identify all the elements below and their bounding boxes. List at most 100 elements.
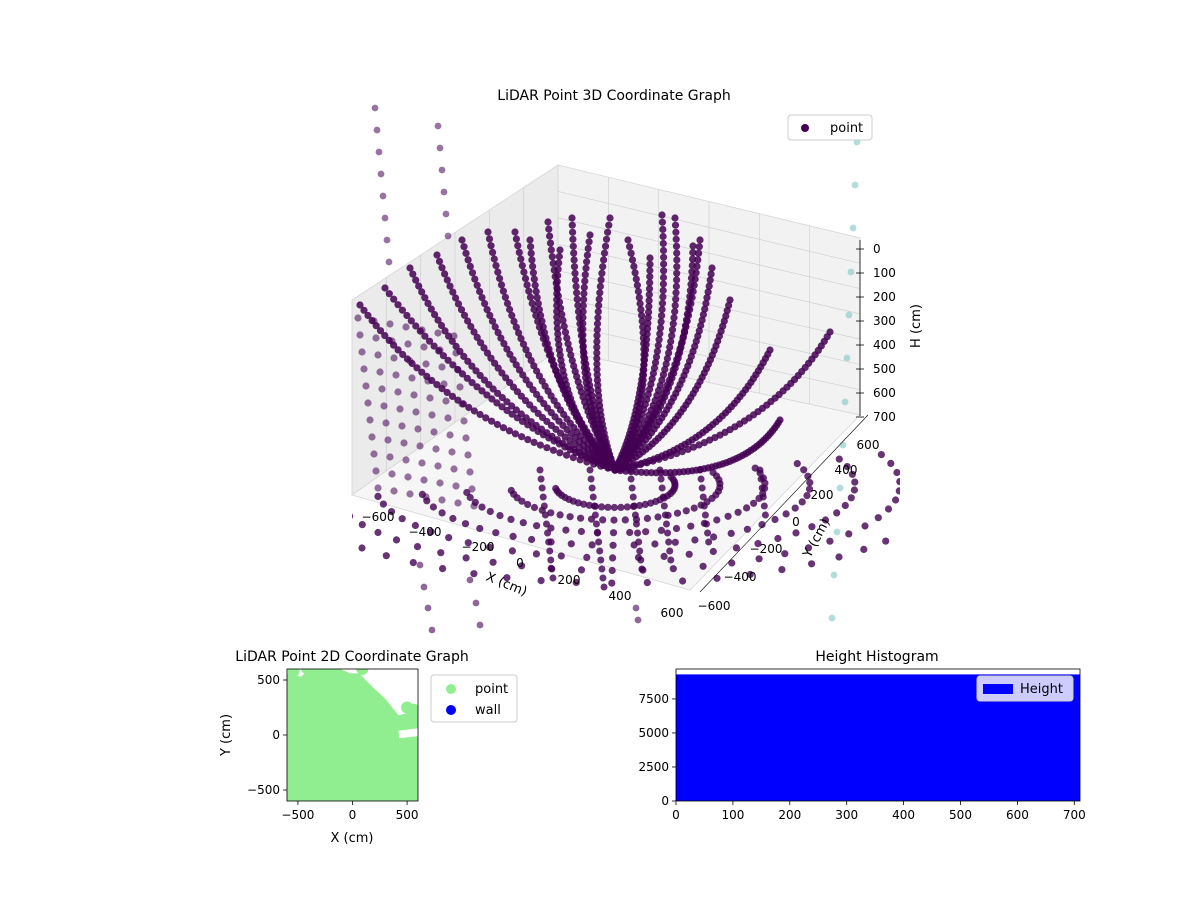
point-3d xyxy=(570,362,578,370)
y-axis-label-2d: Y (cm) xyxy=(219,714,234,757)
point-3d xyxy=(605,221,613,229)
y-tick-label-hist: 0 xyxy=(661,794,669,808)
point-3d xyxy=(544,529,552,537)
point-3d xyxy=(483,349,492,357)
point-3d xyxy=(362,382,370,390)
point-3d xyxy=(496,511,504,520)
point-3d xyxy=(488,417,496,425)
point-3d xyxy=(527,249,535,257)
outlier-point xyxy=(416,561,424,569)
point-3d xyxy=(568,214,576,222)
point-3d xyxy=(646,260,654,268)
point-3d xyxy=(685,550,693,558)
point-3d xyxy=(468,485,476,493)
point-3d xyxy=(382,419,390,427)
point-3d xyxy=(533,294,541,302)
point-3d xyxy=(650,364,659,372)
point-3d xyxy=(798,498,806,506)
z-tick-label: 400 xyxy=(873,338,896,352)
point-3d xyxy=(390,295,398,303)
point-3d xyxy=(390,354,398,362)
point-3d xyxy=(660,260,668,268)
point-3d xyxy=(800,466,808,474)
point-3d xyxy=(643,579,651,587)
point-3d xyxy=(529,262,537,270)
point-3d xyxy=(431,311,439,319)
point-3d xyxy=(690,504,698,512)
point-3d xyxy=(643,514,652,523)
point-3d xyxy=(412,408,420,416)
point-3d xyxy=(632,520,640,528)
point-3d xyxy=(527,243,535,251)
point-3d xyxy=(460,417,468,425)
point-3d xyxy=(667,556,675,564)
point-3d xyxy=(468,269,477,277)
y-tick-label-2d: 0 xyxy=(272,728,280,742)
point-3d xyxy=(941,478,948,485)
point-3d xyxy=(358,348,366,356)
point-3d xyxy=(396,405,404,413)
point-3d xyxy=(569,228,577,236)
point-3d xyxy=(617,503,625,511)
point-3d xyxy=(330,495,337,502)
point-3d xyxy=(376,368,384,376)
point-3d xyxy=(566,446,574,454)
point-3d xyxy=(669,565,677,573)
point-3d xyxy=(659,273,668,282)
point-3d xyxy=(537,311,545,319)
point-3d xyxy=(545,434,553,442)
point-3d xyxy=(586,466,594,474)
point-3d xyxy=(637,556,645,564)
point-3d xyxy=(489,558,497,566)
point-3d xyxy=(597,556,605,564)
legend-2d-marker-point xyxy=(446,684,456,694)
point-3d xyxy=(452,294,460,302)
x-tick-label: 200 xyxy=(558,573,581,587)
point-3d xyxy=(835,553,843,561)
point-3d xyxy=(593,326,601,334)
point-3d xyxy=(406,357,414,365)
x-tick-label-2d: 500 xyxy=(396,808,419,822)
point-3d xyxy=(480,376,489,384)
point-3d xyxy=(705,282,713,290)
point-3d xyxy=(514,242,522,250)
point-3d xyxy=(645,297,653,305)
outlier-point xyxy=(436,144,444,152)
point-3d xyxy=(520,268,528,276)
point-3d xyxy=(626,466,634,474)
point-3d xyxy=(671,538,679,546)
outlier-point xyxy=(420,583,428,591)
point-3d xyxy=(658,211,666,219)
point-3d xyxy=(569,242,577,250)
point-3d xyxy=(645,285,654,293)
point-3d xyxy=(441,327,449,335)
point-3d xyxy=(884,505,893,513)
point-3d xyxy=(584,244,592,253)
point-3d xyxy=(579,319,587,328)
point-3d xyxy=(337,536,344,543)
x-tick-label-hist: 0 xyxy=(672,808,680,822)
point-3d xyxy=(657,318,665,326)
point-3d xyxy=(696,466,704,474)
point-3d xyxy=(374,528,382,537)
point-3d xyxy=(694,256,702,264)
point-3d xyxy=(543,444,551,452)
point-3d xyxy=(642,528,650,536)
point-3d xyxy=(409,559,417,567)
y-tick-label: −400 xyxy=(724,570,757,584)
outlier-point xyxy=(440,188,448,196)
point-3d xyxy=(931,457,938,464)
point-3d xyxy=(577,514,585,522)
point-3d xyxy=(433,381,441,389)
point-3d xyxy=(776,416,784,424)
legend-point-marker xyxy=(801,124,809,132)
point-3d xyxy=(430,342,438,350)
point-3d xyxy=(554,265,562,273)
point-3d xyxy=(566,513,574,521)
point-3d xyxy=(673,249,681,257)
point-3d xyxy=(673,509,682,517)
point-3d xyxy=(671,308,679,316)
point-3d xyxy=(693,262,701,270)
point-3d xyxy=(441,270,449,278)
point-3d xyxy=(444,356,452,364)
